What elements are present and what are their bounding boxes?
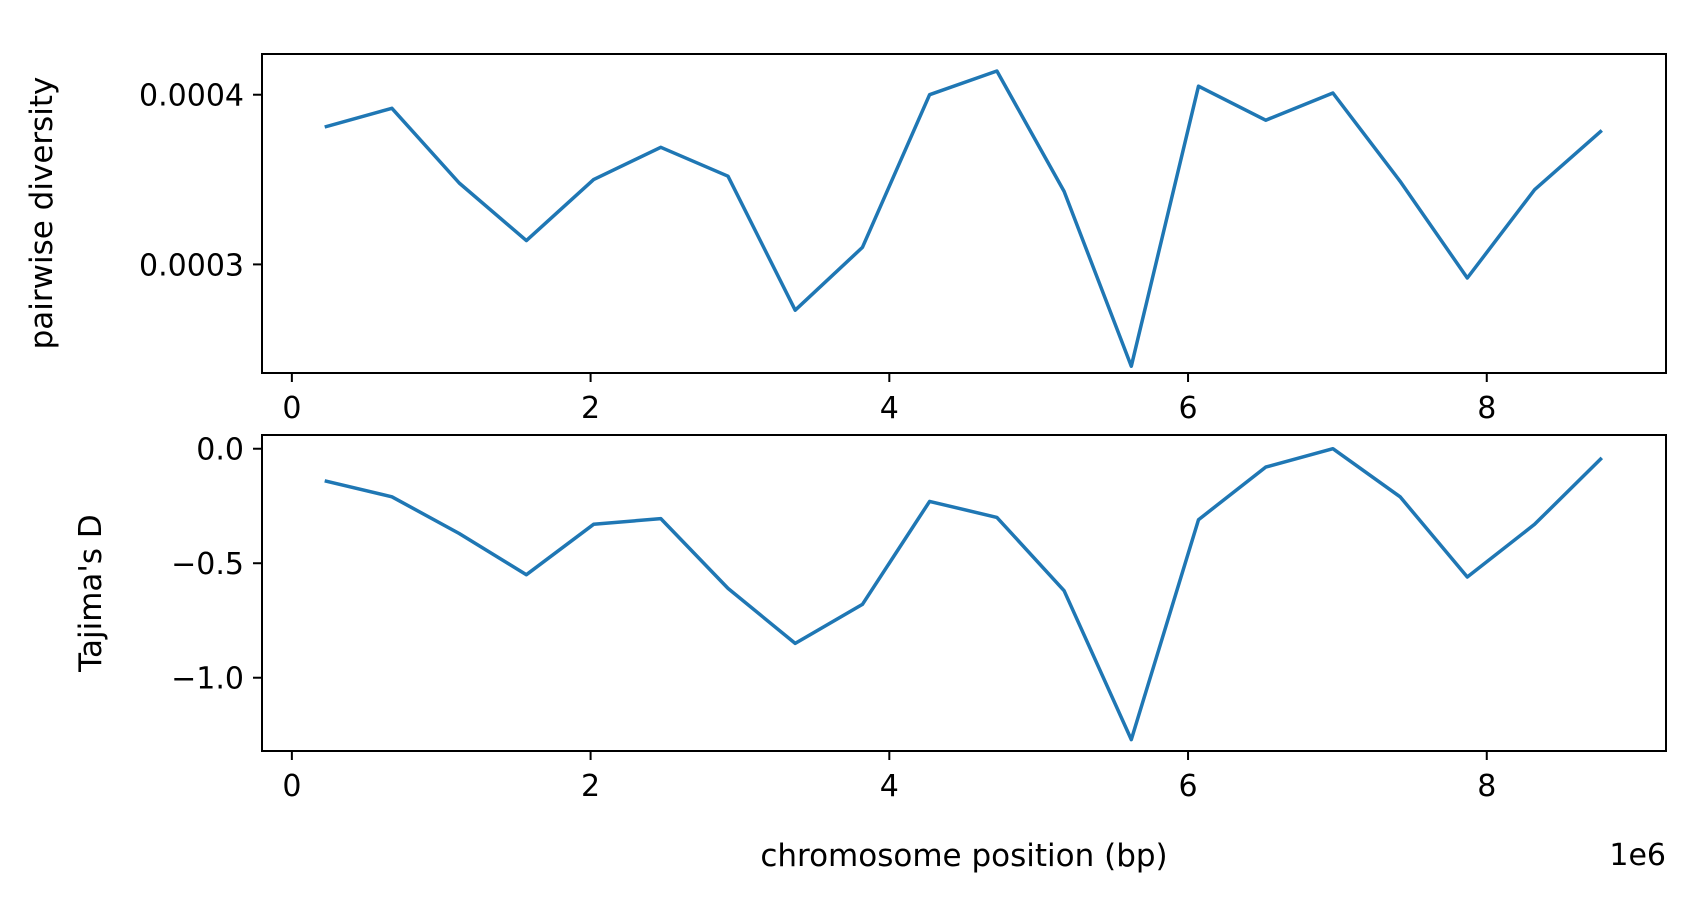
y-tick-label: −0.5 [171, 547, 244, 582]
x-tick-label: 8 [1477, 769, 1496, 804]
x-tick-label: 4 [880, 391, 899, 426]
y-tick-label: 0.0 [196, 433, 244, 468]
series-line [325, 449, 1602, 740]
diversity-panel: 0 2 4 6 8 0.0003 0.0004 pairwise diversity [24, 54, 1666, 426]
x-tick-label: 4 [880, 769, 899, 804]
x-tick-label: 6 [1178, 769, 1197, 804]
axes-frame [262, 54, 1666, 373]
y-tick-label: 0.0003 [139, 248, 244, 283]
y-axis-label: pairwise diversity [24, 77, 60, 350]
y-tick-label: 0.0004 [139, 79, 244, 114]
axes-frame [262, 435, 1666, 751]
tajimas-d-panel: 0 2 4 6 8 0.0 −0.5 −1.0 Tajima's D chromosome pos… [73, 433, 1666, 874]
y-tick-label: −1.0 [171, 662, 244, 697]
x-tick-label: 8 [1477, 391, 1496, 426]
x-tick-label: 0 [282, 391, 301, 426]
x-offset-label: 1e6 [1609, 838, 1666, 873]
series-line [325, 71, 1602, 366]
x-axis-label: chromosome position (bp) [760, 838, 1167, 874]
x-tick-label: 2 [581, 391, 600, 426]
y-axis-label: Tajima's D [73, 514, 109, 673]
x-tick-label: 2 [581, 769, 600, 804]
x-tick-label: 6 [1178, 391, 1197, 426]
x-tick-label: 0 [282, 769, 301, 804]
